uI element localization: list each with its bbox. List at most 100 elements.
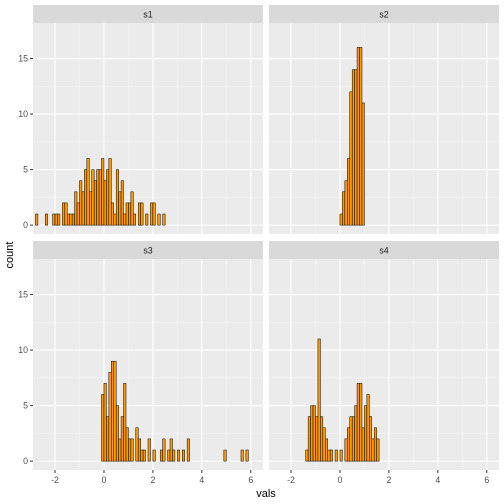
histogram-bar [167,449,171,462]
histogram-bar [120,416,124,462]
histogram-bar [351,416,355,462]
x-tick-label: 4 [435,475,440,485]
histogram-bar [137,438,141,462]
histogram-bar [325,438,328,462]
histogram-bar [81,191,85,226]
histogram-bar [152,202,156,226]
histogram-bar [317,338,321,462]
histogram-bar [344,438,348,462]
histogram-bar [342,191,346,226]
histogram-bar [376,438,380,462]
x-tick-label: 2 [150,475,155,485]
histogram-bar [91,169,95,226]
histogram-bar [57,213,61,226]
histogram-bar [74,191,78,226]
histogram-bar [89,191,92,226]
histogram-bar [347,158,350,226]
facet-strip-label: s2 [379,10,388,20]
histogram-bar [96,169,100,226]
histogram-bar [113,360,117,462]
histogram-bar [356,383,360,462]
y-tick-label: 5 [23,401,28,411]
histogram-bar [147,438,151,462]
panel-background [33,259,263,470]
histogram-bar [128,438,132,462]
y-tick-label: 5 [23,165,28,175]
histogram-bar [245,449,249,462]
histogram-bar [177,449,181,462]
facet-panel-s3: s3 0 5 10 15 -2 0 2 4 6 [18,241,263,485]
histogram-bar [69,213,73,226]
x-tick-label: 6 [248,475,253,485]
facet-strip [269,241,499,259]
histogram-bar [106,169,110,226]
histogram-bar [152,449,156,462]
histogram-bar [339,449,343,462]
histogram-bar [157,213,161,226]
histogram-bar [339,213,343,226]
histogram-bar [130,191,134,226]
histogram-bar [307,416,311,462]
histogram-bar [44,213,48,226]
histogram-bar [103,383,107,462]
panel-background [269,259,499,470]
histogram-bar [98,169,102,226]
facet-strip [269,5,499,23]
histogram-bar [315,416,319,462]
x-tick-label: 0 [102,475,107,485]
histogram-bar [106,416,110,462]
histogram-bar [123,383,127,462]
facet-panels: s1 0 5 10 15 s2 s3 0 5 10 15 -2 0 2 4 6 s4 -2 0 2 4 6 [18,5,499,485]
histogram-bar [223,449,227,462]
panel-background [269,23,499,234]
histogram-bar [118,438,122,462]
facet-strip-label: s3 [143,246,152,256]
histogram-bar [103,180,107,226]
histogram-bar [182,449,185,462]
histogram-bar [108,372,112,462]
facet-strip-label: s1 [143,10,152,20]
x-tick-label: 4 [199,475,204,485]
histogram-bar [186,438,190,462]
histogram-bar [111,202,114,226]
histogram-bar [101,394,105,462]
histogram-bar [71,213,75,226]
histogram-bar [84,169,88,226]
histogram-bar [113,213,117,226]
facet-panel-s4: s4 -2 0 2 4 6 [269,241,499,485]
histogram-bar [79,180,83,226]
histogram-bar [369,416,373,462]
x-tick-label: 2 [386,475,391,485]
histogram-bar [101,158,105,226]
histogram-bar [130,438,134,462]
histogram-bar [120,180,124,226]
histogram-bar [366,394,370,462]
histogram-bar [140,202,144,226]
histogram-bar [133,213,137,226]
histogram-bar [128,202,132,226]
histogram-bar [76,202,80,226]
histogram-bar [64,202,68,226]
histogram-bar [349,91,353,226]
histogram-bar [115,405,119,462]
histogram-bar [361,102,365,226]
facet-strip-label: s4 [379,246,388,256]
histogram-bar [347,427,350,462]
x-axis-title: vals [256,488,276,500]
histogram-bar [359,47,363,226]
histogram-bar [159,449,163,462]
histogram-bar [93,180,97,226]
x-tick-label: -2 [287,475,295,485]
histogram-bar [364,405,368,462]
histogram-bar [322,427,326,462]
y-tick-label: 10 [18,109,28,119]
histogram-bar [310,405,314,462]
y-tick-label: 15 [18,54,28,64]
histogram-bar [137,202,141,226]
histogram-bar [162,213,166,226]
histogram-bar [169,438,173,462]
histogram-bar [361,427,365,462]
histogram-bar [111,360,114,462]
histogram-bar [349,416,353,462]
histogram-bar [115,169,119,226]
